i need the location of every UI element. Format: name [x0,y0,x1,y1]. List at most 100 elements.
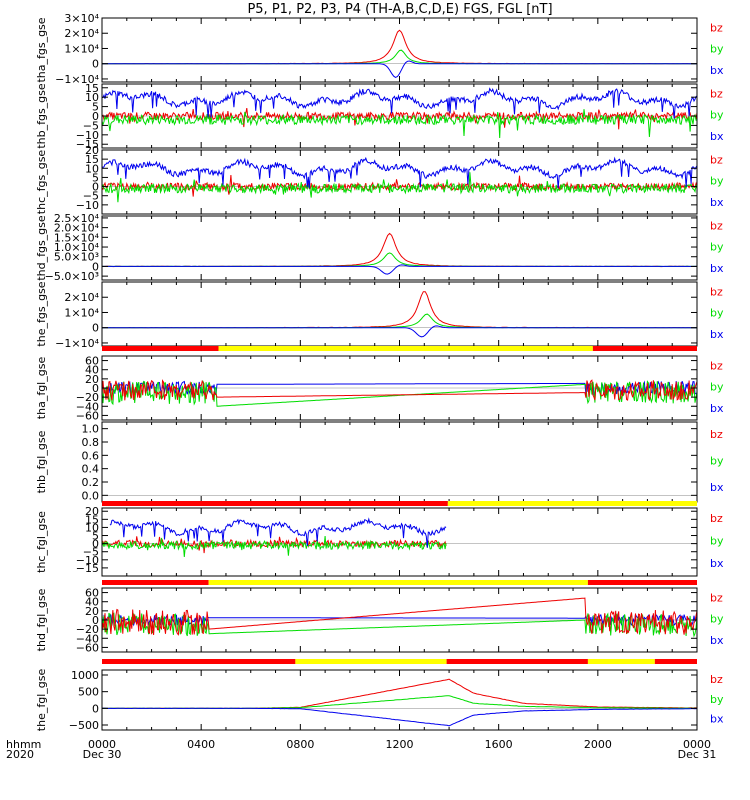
ytick-label: −60 [76,409,99,422]
legend-bx: bx [710,481,724,494]
legend-bz: bz [710,512,723,525]
series-bx-line [102,87,697,119]
legend-bz: bz [710,360,723,373]
legend-bx: bx [710,713,724,726]
ytick-label: 20 [85,505,99,518]
series-by-line [102,109,697,139]
ytick-label: 20 [85,144,99,157]
chart-title: P5, P1, P2, P3, P4 (TH-A,B,C,D,E) FGS, F… [247,2,552,17]
ylabel: the_fgs_gse [35,281,48,346]
series-bz-line [102,597,697,636]
legend-bx: bx [710,402,724,415]
series-bx-line [102,156,697,189]
ytick-label: −20 [76,623,99,636]
ytick-label: 1.0 [82,423,100,436]
ylabel: tha_fgl_gse [35,357,48,420]
date-start-label: Dec 30 [83,748,122,761]
panel-frame [101,421,698,503]
xtick-label: 2000 [584,738,612,751]
ytick-label: −10 [76,199,99,212]
ytick-label: 5 [92,530,99,543]
legend-bz: bz [710,22,723,35]
xtick-label: 1600 [485,738,513,751]
state-bar-segment [654,659,697,664]
state-bar-segment [102,501,448,506]
ytick-label: 40 [85,596,99,609]
ytick-label: 0.8 [82,436,100,449]
state-bar-segment [587,659,655,664]
panel-thd_fgs_gse: −5.0×10³05.0×10³1.0×10⁴1.5×10⁴2.0×10⁴2.5… [35,212,724,283]
ytick-label: −500 [69,719,99,732]
ytick-label: 1.5×10⁴ [54,231,100,244]
panel-frame [101,507,698,577]
ytick-label: −15 [76,562,99,575]
legend-by: by [710,175,724,188]
legend-by: by [710,454,724,467]
state-bar-segment [218,346,593,351]
ylabel: thd_fgs_gse [35,215,48,281]
ytick-label: 0.0 [82,489,100,502]
state-bar-segment [102,580,209,585]
ytick-label: 10 [85,162,99,175]
ylabel: the_fgl_gse [35,669,48,732]
legend-by: by [710,307,724,320]
legend-bx: bx [710,64,724,77]
series-by-line [102,172,697,203]
ytick-label: 10 [85,91,99,104]
ytick-label: 15 [85,153,99,166]
state-bar-segment [587,580,697,585]
ytick-label: 0 [92,110,99,123]
ylabel: thb_fgl_gse [35,430,48,493]
state-bar-segment [447,501,697,506]
ytick-label: 500 [78,686,99,699]
legend-bx: bx [710,196,724,209]
ytick-label: 0 [92,614,99,627]
ylabel: thc_fgl_gse [35,511,48,573]
series-bz-line [102,379,697,401]
ytick-label: 0.2 [82,476,100,489]
ytick-label: −10 [76,129,99,142]
legend-bx: bx [710,130,724,143]
legend-bz: bz [710,286,723,299]
xtick-label: 0400 [187,738,215,751]
panel-the_fgl_gse: −500 0 500 1000 the_fgl_gse bz by bx [35,659,724,732]
legend-bz: bz [710,673,723,686]
ytick-label: 60 [85,355,99,368]
legend-by: by [710,381,724,394]
time-axis-label-year: 2020 [6,748,34,761]
ytick-label: 5 [92,101,99,114]
ytick-label: −10 [76,554,99,567]
ytick-label: −5.0×10³ [45,270,99,283]
ytick-label: −40 [76,632,99,645]
ytick-label: 1000 [71,669,99,682]
series-by-line [102,252,697,268]
ytick-label: −1×10⁴ [55,337,99,350]
time-axis-label-hhmm: hhmm [6,738,41,751]
ytick-label: −20 [76,391,99,404]
xtick-label: 1200 [386,738,414,751]
ytick-label: 5.0×10³ [54,251,99,264]
ytick-label: 0 [92,260,99,273]
legend-bz: bz [710,592,723,605]
ytick-label: −40 [76,400,99,413]
legend-by: by [710,535,724,548]
ytick-label: 1.0×10⁴ [54,241,100,254]
ytick-label: 60 [85,587,99,600]
legend-bz: bz [710,88,723,101]
legend-by: by [710,43,724,56]
legend-bx: bx [710,634,724,647]
state-bar-segment [592,346,697,351]
series-bx-line [102,325,697,338]
panel-tha_fgs_gse: −1×10⁴ 0 1×10⁴ 2×10⁴ 3×10⁴ tha_fgs_gse bz by bx [35,12,724,86]
ylabel: thb_fgs_gse [35,83,48,149]
state-bar-segment [102,346,219,351]
state-bar-segment [295,659,447,664]
state-bar-segment [208,580,588,585]
ytick-label: 0 [92,702,99,715]
series-by-line [102,536,447,557]
panel-frame [101,281,698,347]
ytick-label: −1×10⁴ [55,73,99,86]
state-bar-segment [446,659,588,664]
